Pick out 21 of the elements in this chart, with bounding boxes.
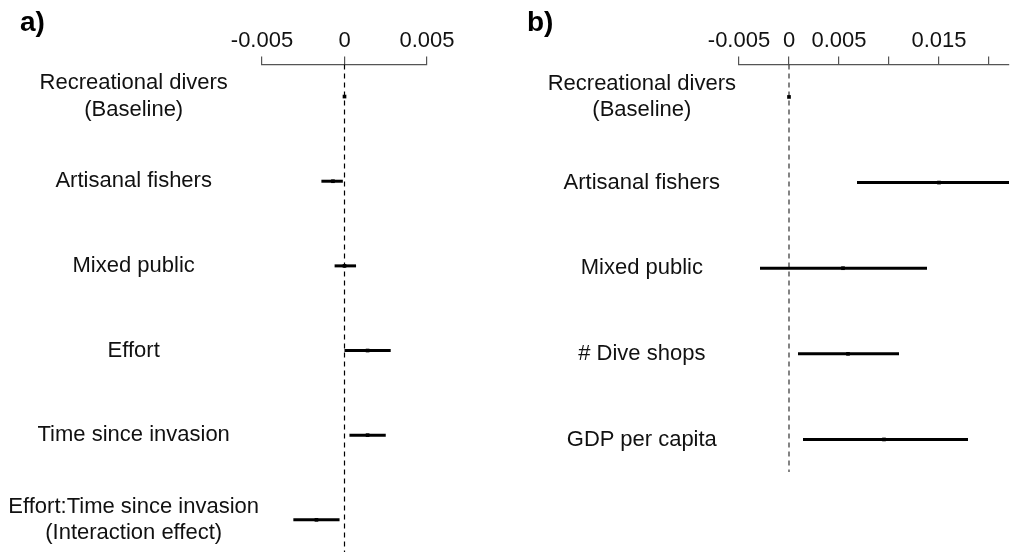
y-tick-label: Recreational divers (Baseline): [39, 69, 228, 121]
y-tick-label: Artisanal fishers: [563, 168, 721, 194]
y-tick-label: Effort:Time since invasion (Interaction effect): [8, 492, 260, 545]
y-tick-label: GDP per capita: [566, 425, 718, 451]
y-tick-label: Time since invasion: [37, 421, 230, 447]
x-tick-label: 0.015: [911, 27, 967, 53]
x-tick-label: 0.005: [811, 27, 867, 53]
y-tick-label: Artisanal fishers: [55, 167, 212, 193]
x-tick-label: -0.005: [230, 27, 294, 53]
chart-title: b): [527, 6, 554, 37]
y-tick-label: Mixed public: [72, 251, 195, 277]
point: [787, 95, 791, 99]
text: a): [20, 6, 45, 37]
y-tick-label: Recreational divers (Baseline): [547, 69, 736, 122]
y-tick-label: Effort: [107, 336, 160, 362]
y-tick-label: Mixed public: [580, 254, 703, 280]
x-tick-label: 0: [338, 27, 351, 53]
x-tick-label: 0.005: [399, 27, 455, 53]
x-tick-label: -0.005: [707, 27, 771, 53]
x-tick-label: 0: [782, 27, 796, 53]
y-tick-label: # Dive shops: [578, 339, 706, 365]
